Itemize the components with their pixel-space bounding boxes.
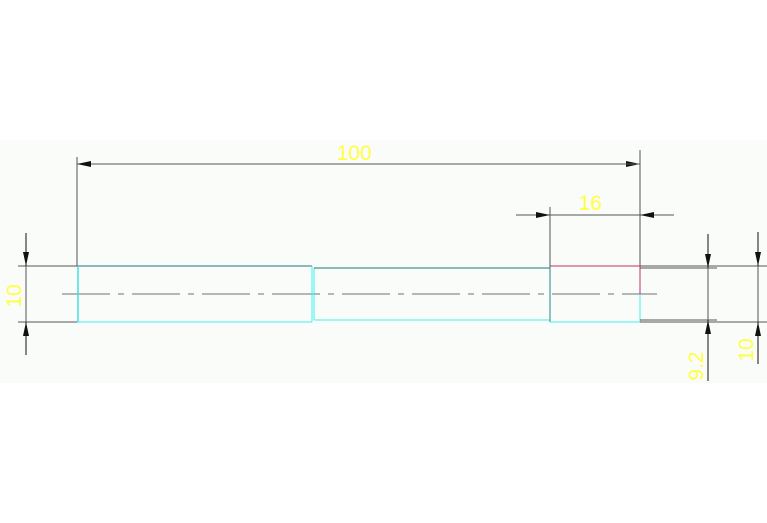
extension-lines — [18, 150, 767, 323]
shaft-part — [77, 265, 641, 323]
drawing-area — [0, 140, 767, 383]
dimension-text-10-left: 10 — [3, 284, 26, 307]
dimension-text-16: 16 — [578, 192, 601, 215]
dimension-text-100: 100 — [336, 142, 371, 165]
dimension-overall-length: 100 — [77, 142, 640, 167]
dimension-text-9-2: 9.2 — [685, 351, 708, 380]
dimension-right-outer-diameter: 10 — [735, 232, 761, 364]
dimension-left-diameter: 10 — [3, 233, 29, 355]
dimension-end-length: 16 — [516, 192, 674, 218]
dimension-right-inner-diameter: 9.2 — [685, 234, 711, 381]
dimension-text-10-right: 10 — [735, 338, 758, 361]
